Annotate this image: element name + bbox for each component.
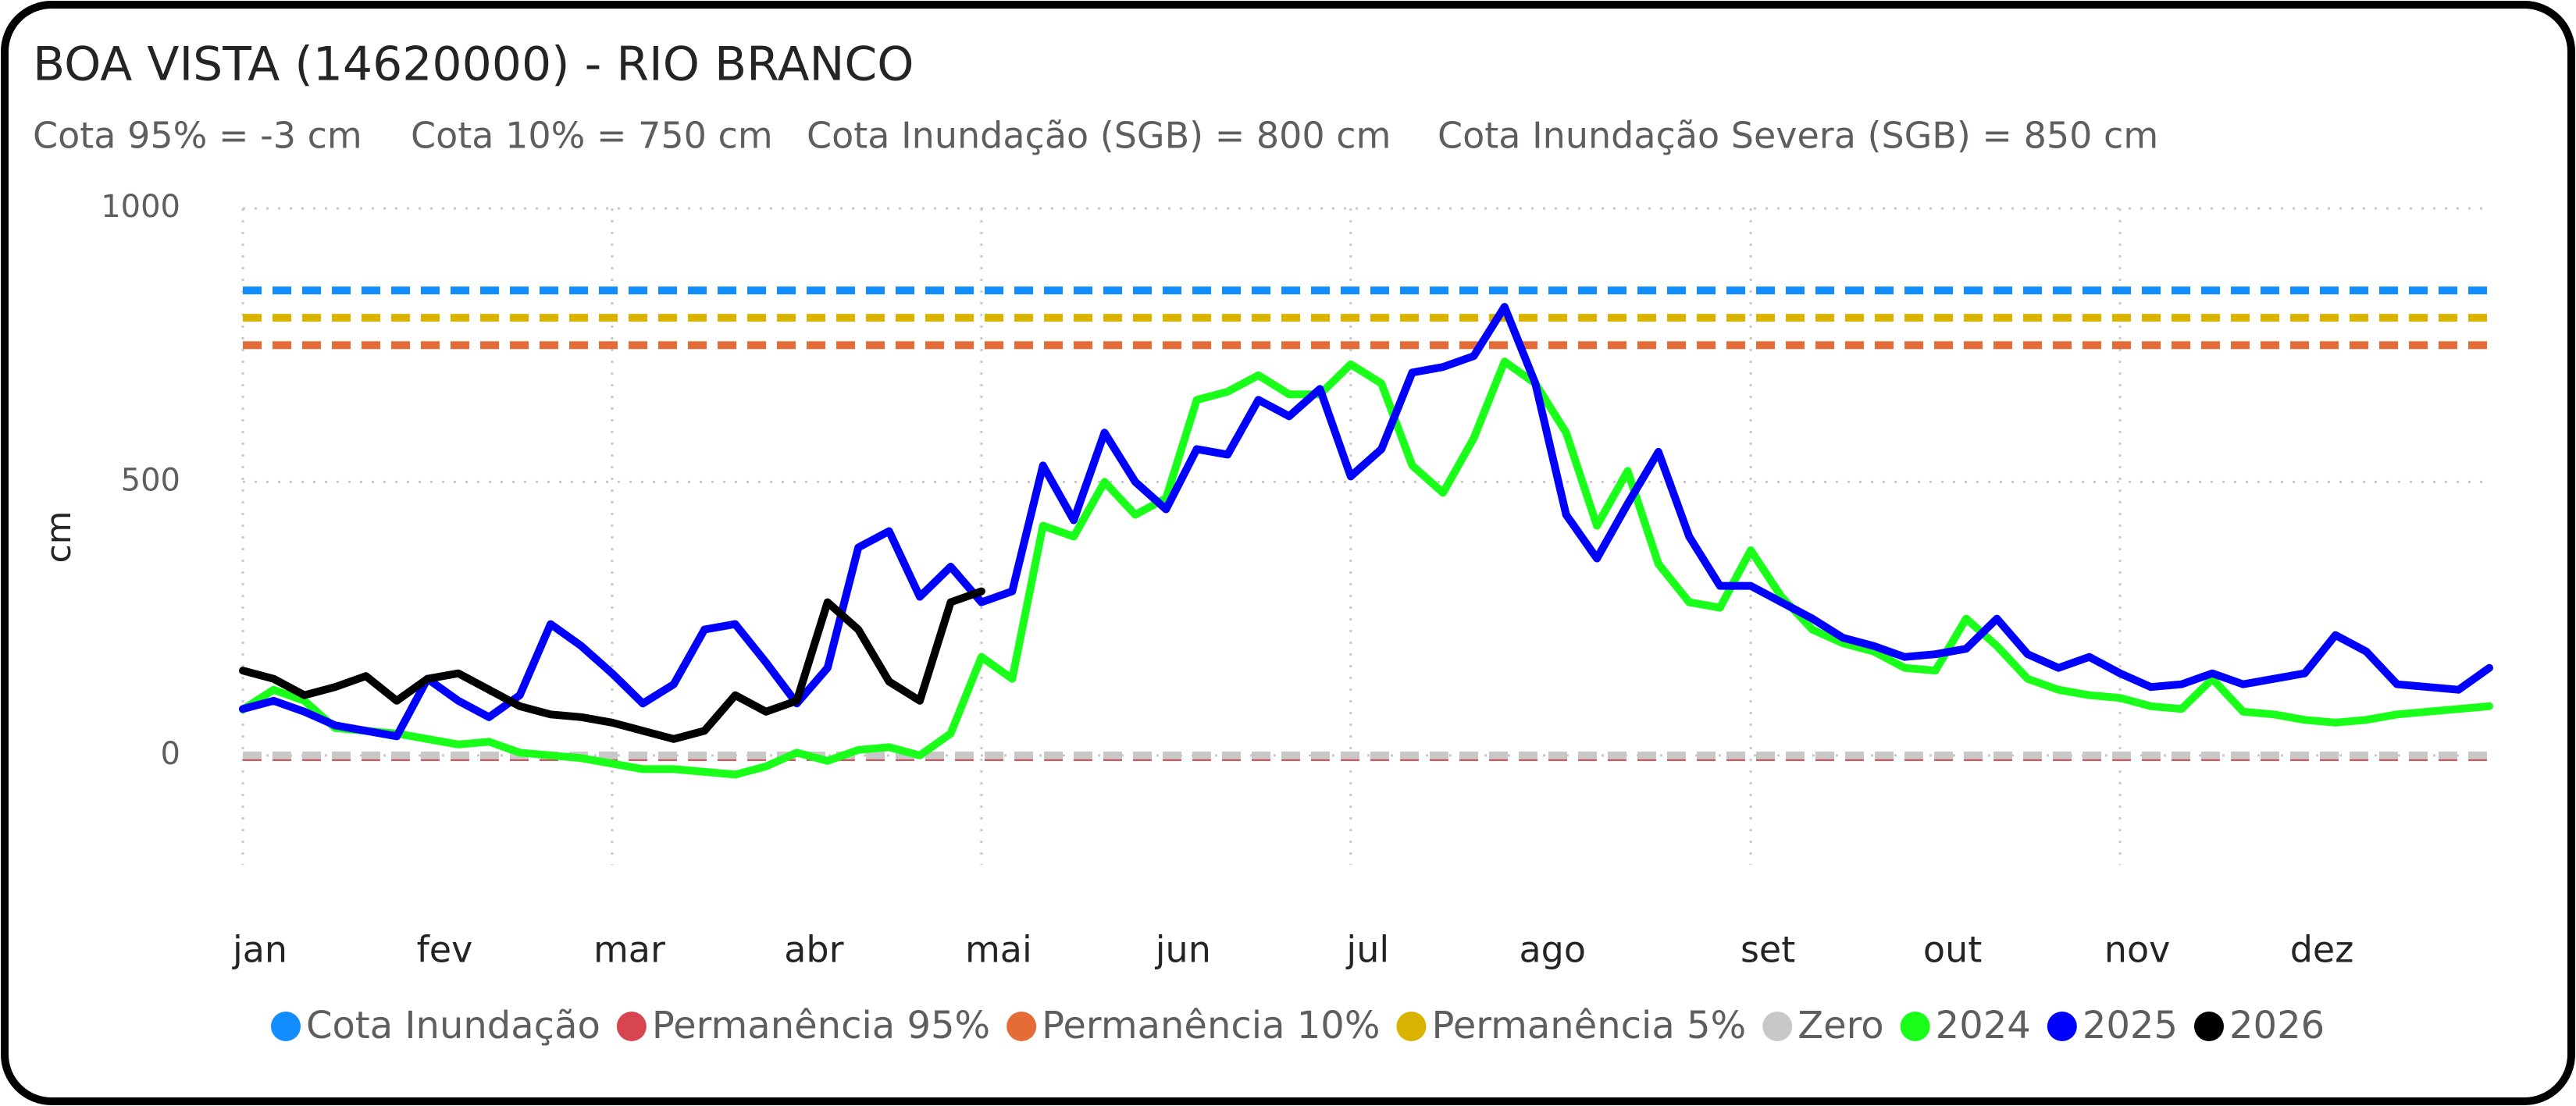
series-line [239,303,2493,741]
x-tick-label: jul [1345,929,1389,971]
y-tick-label: 500 [121,462,180,498]
legend-marker [2193,1012,2224,1041]
subtitle-item: Cota 95% = -3 cm [33,115,362,157]
y-tick-label: 0 [161,736,180,772]
legend-marker [1007,1012,1037,1041]
legend-label: Permanência 5% [1431,1004,1746,1047]
x-tick-label: mar [593,929,665,971]
x-tick-label: mai [965,929,1032,971]
legend-label: Permanência 95% [652,1004,990,1047]
legend-label: 2026 [2229,1004,2325,1047]
x-tick-label: nov [2104,929,2171,971]
subtitle-item: Cota Inundação Severa (SGB) = 850 cm [1438,115,2158,157]
y-tick-label: 1000 [101,189,180,225]
x-tick-label: dez [2290,929,2354,971]
legend-label: 2024 [1936,1004,2031,1047]
legend-marker [1900,1012,1930,1041]
legend-marker [616,1012,647,1041]
legend-marker [271,1012,301,1041]
x-tick-label: fev [417,929,473,971]
legend-label: Permanência 10% [1042,1004,1380,1047]
legend-label: Zero [1797,1004,1883,1047]
series-line [239,357,2493,779]
x-tick-label: jun [1155,929,1211,971]
y-axis-title: cm [39,510,79,563]
legend-label: Cota Inundação [306,1004,600,1047]
subtitle-item: Cota Inundação (SGB) = 800 cm [807,115,1391,157]
legend-label: 2025 [2083,1004,2178,1047]
series-line [239,587,985,743]
legend-marker [2047,1012,2077,1041]
x-tick-label: jan [232,929,287,971]
x-tick-label: set [1740,929,1795,971]
x-tick-label: abr [784,929,843,971]
legend-marker [1396,1012,1427,1041]
chart-title: BOA VISTA (14620000) - RIO BRANCO [33,37,914,92]
x-tick-label: out [1923,929,1982,971]
subtitle-item: Cota 10% = 750 cm [411,115,773,157]
legend-marker [1762,1012,1793,1041]
x-tick-label: ago [1519,929,1586,971]
